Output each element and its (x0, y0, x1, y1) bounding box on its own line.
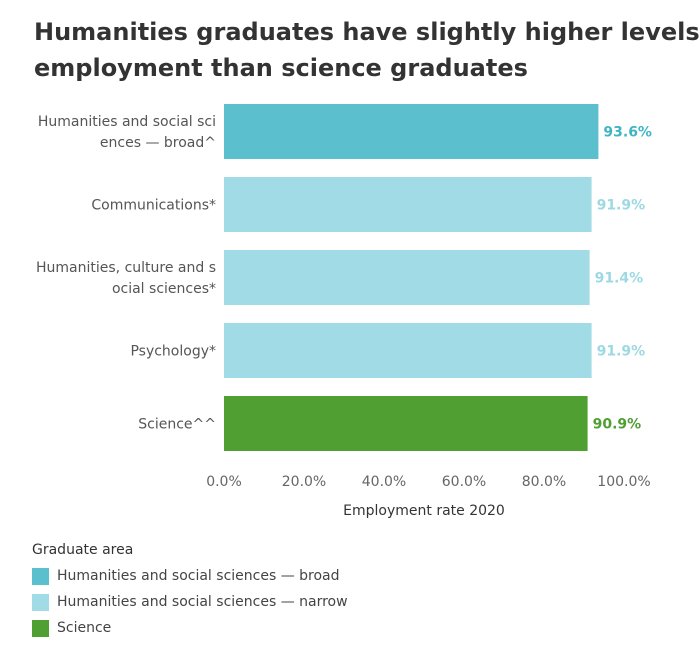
x-tick-label-2: 20.0% (282, 474, 326, 490)
x-axis-title: Employment rate 2020 (343, 503, 505, 519)
chart-title: Humanities graduates have slightly highe… (34, 14, 700, 86)
category-label-4-line-1: Psychology* (130, 344, 216, 360)
legend-item-science: Science (32, 619, 348, 637)
category-label-5-line-1: Science^^ (138, 417, 216, 433)
chart-title-line-1: Humanities graduates have slightly highe… (34, 18, 700, 46)
legend-item-broad: Humanities and social sciences — broad (32, 567, 348, 585)
legend-swatch-science (32, 619, 49, 637)
category-label-5: Science^^ (138, 417, 216, 433)
category-label-4: Psychology* (130, 344, 216, 360)
category-label-2: Communications* (91, 198, 216, 214)
category-label-2-line-1: Communications* (91, 198, 216, 214)
x-tick-label-5: 80.0% (522, 474, 566, 490)
legend-label-science: Science (57, 620, 112, 636)
x-tick-label-1: 0.0% (206, 474, 242, 490)
value-label-5: 90.9% (593, 417, 642, 433)
category-label-3-line-2: ocial sciences* (112, 281, 216, 297)
bar-2 (224, 177, 592, 232)
value-label-2: 91.9% (597, 198, 646, 214)
value-label-4: 91.9% (597, 344, 646, 360)
category-label-3: Humanities, culture and s ocial sciences* (36, 260, 216, 297)
legend: Graduate area Humanities and social scie… (32, 541, 348, 645)
x-tick-label-6: 100.0% (597, 474, 650, 490)
category-label-1: Humanities and social sci ences — broad^ (38, 114, 216, 151)
legend-title: Graduate area (32, 542, 134, 558)
legend-swatch-broad (32, 567, 49, 585)
bar-1 (224, 104, 599, 159)
bar-chart: 93.6% Humanities and social sci ences — br… (36, 104, 652, 519)
chart-title-line-2: employment than science graduates (34, 54, 528, 82)
legend-label-broad: Humanities and social sciences — broad (57, 568, 340, 584)
x-tick-label-4: 60.0% (442, 474, 486, 490)
bar-5 (224, 396, 588, 451)
value-label-3: 91.4% (595, 271, 644, 287)
category-label-1-line-1: Humanities and social sci (38, 114, 216, 130)
legend-label-narrow: Humanities and social sciences — narrow (57, 594, 348, 610)
bar-4 (224, 323, 592, 378)
category-label-1-line-2: ences — broad^ (100, 135, 216, 151)
legend-item-narrow: Humanities and social sciences — narrow (32, 593, 348, 611)
legend-swatch-narrow (32, 593, 49, 611)
bar-3 (224, 250, 590, 305)
category-label-3-line-1: Humanities, culture and s (36, 260, 216, 276)
x-tick-label-3: 40.0% (362, 474, 406, 490)
value-label-1: 93.6% (603, 125, 652, 141)
